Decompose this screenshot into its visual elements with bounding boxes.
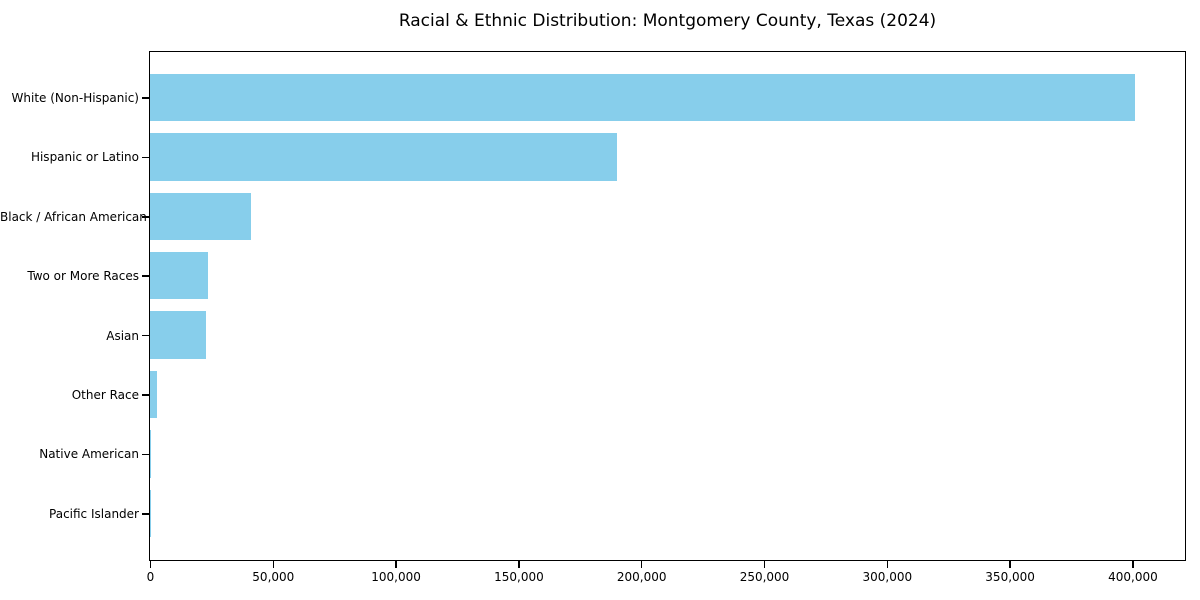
y-tick-mark [142, 513, 149, 515]
x-tick-mark [149, 561, 152, 568]
bar-asian [150, 311, 206, 359]
y-tick-label: Asian [106, 328, 139, 343]
y-tick-mark [142, 216, 149, 218]
x-tick-mark [518, 561, 520, 568]
y-tick-label: White (Non-Hispanic) [11, 91, 139, 105]
x-tick-label: 400,000 [1108, 570, 1158, 584]
bar-black-african-american [150, 192, 252, 241]
y-tick-label: Hispanic or Latino [30, 150, 139, 165]
y-tick-mark [142, 275, 149, 277]
bar-white-non-hispanic [150, 73, 1135, 122]
y-tick-mark [142, 453, 149, 456]
y-tick-mark [142, 97, 149, 99]
plot-area [149, 51, 1186, 561]
x-tick-label: 200,000 [616, 570, 667, 584]
x-tick-mark [1132, 561, 1134, 568]
bar-native-american [150, 430, 152, 478]
x-tick-label: 150,000 [494, 570, 544, 584]
y-tick-mark [142, 334, 149, 337]
y-tick-mark [142, 156, 149, 159]
y-tick-label: Black / African American [0, 209, 147, 224]
bar-two-or-more-races [150, 251, 208, 300]
x-tick-mark [640, 561, 643, 568]
x-tick-label: 100,000 [371, 570, 421, 584]
x-tick-mark [395, 561, 397, 568]
y-tick-label: Pacific Islander [49, 506, 139, 521]
x-tick-mark [272, 561, 275, 568]
x-tick-label: 300,000 [862, 570, 913, 584]
x-tick-label: 350,000 [985, 570, 1035, 584]
chart-title: Racial & Ethnic Distribution: Montgomery… [398, 11, 937, 31]
x-tick-mark [763, 561, 766, 568]
bar-other-race [150, 370, 158, 419]
y-tick-mark [142, 394, 149, 396]
bar-hispanic-or-latino [150, 133, 618, 181]
x-tick-label: 250,000 [739, 570, 790, 584]
x-tick-label: 50,000 [252, 570, 295, 584]
x-tick-mark [886, 561, 889, 568]
y-tick-label: Native American [39, 447, 139, 462]
x-tick-mark [1009, 561, 1011, 568]
y-tick-label: Two or More Races [27, 269, 139, 284]
y-tick-label: Other Race [71, 388, 139, 402]
x-tick-label: 0 [146, 570, 155, 584]
